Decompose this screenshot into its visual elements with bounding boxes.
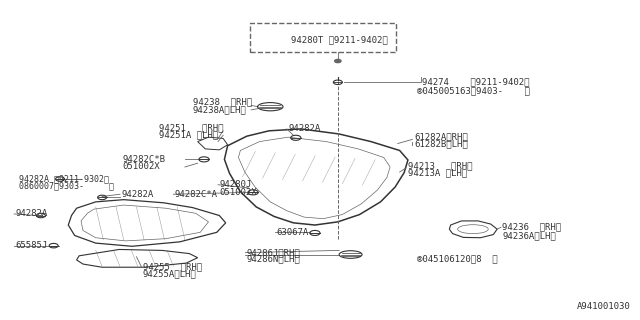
Text: 94236  〈RH〉: 94236 〈RH〉	[502, 223, 561, 232]
Text: 94238  〈RH〉: 94238 〈RH〉	[193, 98, 252, 107]
Text: 051002X: 051002X	[122, 163, 160, 172]
Text: 94236A〈LH〉: 94236A〈LH〉	[502, 231, 556, 240]
Text: 65585J: 65585J	[15, 241, 47, 250]
Text: 94255A〈LH〉: 94255A〈LH〉	[143, 270, 196, 279]
Text: 61282A〈RH〉: 61282A〈RH〉	[414, 133, 468, 142]
Text: 94282C*B: 94282C*B	[122, 155, 166, 164]
Text: 61282B〈LH〉: 61282B〈LH〉	[414, 140, 468, 148]
Text: 94255  〈RH〉: 94255 〈RH〉	[143, 263, 202, 272]
Text: 94213A 〈LH〉: 94213A 〈LH〉	[408, 169, 467, 178]
Text: ®045005163〈9403-    〉: ®045005163〈9403- 〉	[417, 86, 530, 95]
Text: A941001030: A941001030	[577, 302, 631, 311]
Text: 94213   〈RH〉: 94213 〈RH〉	[408, 161, 472, 170]
Text: 94274    〈9211-9402〉: 94274 〈9211-9402〉	[422, 78, 529, 87]
Text: 63067A: 63067A	[276, 228, 309, 237]
Text: 051002X: 051002X	[220, 188, 257, 197]
Text: 94251A 〈LH〉: 94251A 〈LH〉	[159, 131, 218, 140]
Text: 94251   〈RH〉: 94251 〈RH〉	[159, 123, 224, 132]
Text: 94282A: 94282A	[15, 209, 47, 218]
Text: 94280T 〈9211-9402〉: 94280T 〈9211-9402〉	[291, 36, 387, 44]
Text: 94280J: 94280J	[220, 180, 252, 189]
Text: 94282A 〈9211-9302〉: 94282A 〈9211-9302〉	[19, 174, 109, 183]
Text: 94286N〈LH〉: 94286N〈LH〉	[246, 254, 300, 263]
Text: 94286J〈RH〉: 94286J〈RH〉	[246, 248, 300, 257]
Circle shape	[335, 60, 341, 63]
Text: 94282A: 94282A	[121, 190, 154, 199]
Text: ®045106120〈8  〉: ®045106120〈8 〉	[417, 254, 497, 263]
Text: 94282A: 94282A	[288, 124, 321, 133]
Text: 0860007〈9303-     〉: 0860007〈9303- 〉	[19, 181, 114, 190]
Text: 94282C*A: 94282C*A	[175, 190, 218, 199]
Text: 94238A〈LH〉: 94238A〈LH〉	[193, 105, 246, 114]
